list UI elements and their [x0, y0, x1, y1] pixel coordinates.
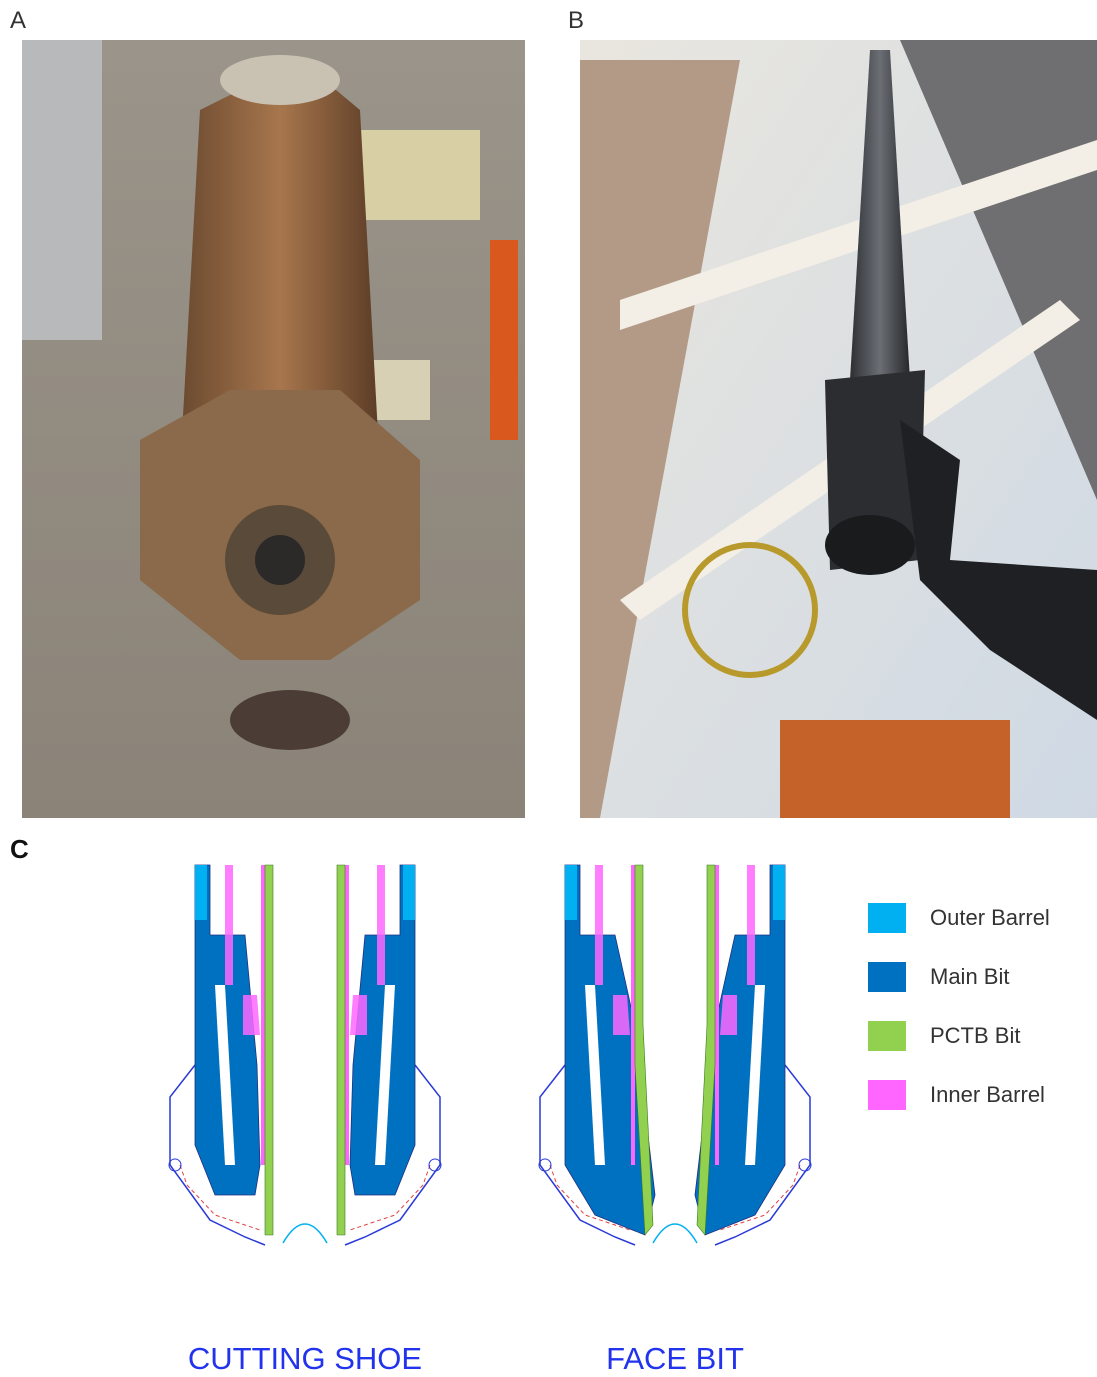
inner-barrel	[261, 865, 265, 1165]
inner-barrel	[631, 865, 635, 1165]
bit-section	[169, 865, 441, 1245]
panel-label: C	[10, 834, 29, 864]
inner-barrel	[225, 865, 233, 985]
diagram-caption: CUTTING SHOE	[188, 1341, 422, 1376]
outer-barrel	[403, 865, 415, 920]
diagram: CUTTING SHOE FACE BIT	[169, 865, 811, 1376]
panel-label: B	[568, 7, 584, 34]
inner-barrel	[377, 865, 385, 985]
inner-barrel	[350, 995, 367, 1035]
legend-label: PCTB Bit	[930, 1023, 1020, 1048]
inner-barrel	[747, 865, 755, 985]
legend-swatch	[868, 962, 906, 992]
figure: A B C CUTTING SHOE FACE BIT Outer Barrel M…	[0, 0, 1097, 1377]
inner-barrel	[243, 995, 260, 1035]
legend-label: Inner Barrel	[930, 1082, 1045, 1107]
photo-b	[580, 40, 1097, 818]
panel-label: A	[10, 7, 26, 34]
core-catcher	[283, 1224, 327, 1243]
inner-barrel	[595, 865, 603, 985]
inner-barrel	[715, 865, 719, 1165]
legend: Outer Barrel Main Bit PCTB Bit Inner Barrel	[868, 903, 1050, 1110]
bit-section	[539, 865, 811, 1245]
pctb-bit	[265, 865, 273, 1235]
legend-swatch	[868, 1021, 906, 1051]
legend-swatch	[868, 903, 906, 933]
legend-label: Outer Barrel	[930, 905, 1050, 930]
outer-barrel	[773, 865, 785, 920]
inner-barrel	[345, 865, 349, 1165]
legend-label: Main Bit	[930, 964, 1009, 989]
outer-barrel	[195, 865, 207, 920]
legend-swatch	[868, 1080, 906, 1110]
core-catcher	[653, 1224, 697, 1243]
pctb-bit	[337, 865, 345, 1235]
photo-a	[22, 40, 525, 818]
outer-barrel	[565, 865, 577, 920]
diagram-caption: FACE BIT	[606, 1341, 744, 1376]
